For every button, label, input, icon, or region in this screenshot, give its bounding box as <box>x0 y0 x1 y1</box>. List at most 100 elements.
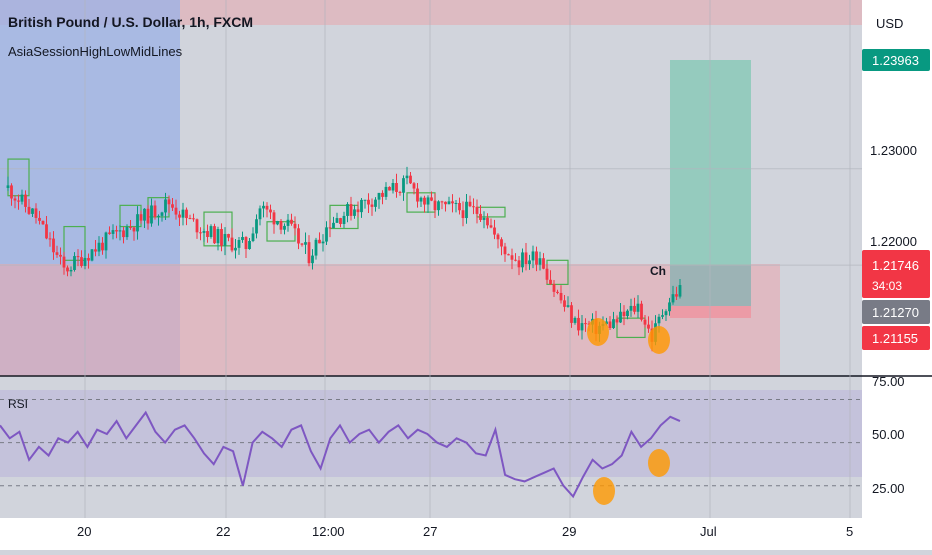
candle-body <box>563 300 566 307</box>
candle-body <box>255 219 258 234</box>
time-label-29: 29 <box>562 524 576 539</box>
candle-body <box>272 212 276 225</box>
candle-body <box>633 305 636 312</box>
price-badge-entry[interactable]: 1.21270 <box>862 300 930 324</box>
candle-body <box>139 214 143 221</box>
candle-body <box>388 186 391 191</box>
candle-body <box>125 226 129 238</box>
candle-body <box>556 291 559 293</box>
candle-body <box>514 259 517 261</box>
candle-body <box>381 192 384 197</box>
candle-body <box>447 201 451 205</box>
candle-body <box>129 226 132 228</box>
candle-body <box>339 218 342 224</box>
candle-body <box>577 317 580 331</box>
candle-body <box>468 201 472 207</box>
candle-body <box>55 252 59 255</box>
candle-body <box>76 256 80 258</box>
candle-body <box>314 239 318 256</box>
price-badge-current[interactable]: 1.21746 34:03 <box>862 250 930 298</box>
candle-body <box>573 317 577 323</box>
candle-body <box>83 257 87 266</box>
candle-body <box>402 178 405 193</box>
candle-body <box>31 208 34 214</box>
candle-body <box>454 202 458 204</box>
candle-body <box>605 321 608 325</box>
candle-body <box>104 232 108 251</box>
signal-marker <box>593 477 615 505</box>
price-badge-stop[interactable]: 1.21155 <box>862 326 930 350</box>
candle-body <box>510 255 514 260</box>
rsi-tick-75: 75.00 <box>872 374 905 389</box>
candle-body <box>146 208 150 224</box>
candle-body <box>241 237 244 241</box>
candle-body <box>580 323 584 331</box>
price-badge-stop-label: 1.21155 <box>872 331 918 346</box>
candle-body <box>10 185 13 199</box>
candle-body <box>269 209 272 213</box>
candle-body <box>328 227 332 229</box>
candle-body <box>258 208 262 220</box>
candle-body <box>675 294 678 297</box>
candle-body <box>174 207 178 215</box>
candle-body <box>167 199 171 205</box>
candle-body <box>94 249 97 252</box>
candle-body <box>615 319 619 323</box>
signal-marker <box>648 449 670 477</box>
candle-body <box>647 324 650 329</box>
candle-body <box>503 246 507 255</box>
candle-body <box>195 219 199 233</box>
candle-body <box>157 215 160 217</box>
time-axis-panel[interactable] <box>0 518 862 550</box>
candle-body <box>132 227 136 232</box>
candle-body <box>657 316 661 324</box>
candle-body <box>318 239 321 244</box>
candle-body <box>220 229 223 246</box>
signal-markers <box>587 318 670 505</box>
candle-body <box>566 305 570 307</box>
candle-body <box>640 303 643 320</box>
candle-body <box>342 215 346 224</box>
candle-body <box>668 302 671 312</box>
candle-body <box>374 199 377 207</box>
candle-body <box>496 234 500 240</box>
candle-body <box>451 201 454 204</box>
candle-body <box>304 242 307 245</box>
candle-body <box>251 233 255 241</box>
candle-body <box>87 257 90 261</box>
candle-body <box>426 197 430 205</box>
candle-body <box>290 219 293 224</box>
candle-body <box>192 218 195 220</box>
rsi-band <box>0 390 862 477</box>
candle-body <box>164 199 167 213</box>
symbol-title[interactable]: British Pound / U.S. Dollar, 1h, FXCM <box>8 14 254 30</box>
candle-body <box>300 243 304 245</box>
price-badge-target[interactable]: 1.23963 <box>862 49 930 71</box>
candle-body <box>671 294 675 303</box>
candle-body <box>661 315 664 317</box>
candle-body <box>213 226 216 244</box>
candle-body <box>349 204 353 216</box>
candle-body <box>13 198 17 201</box>
candle-body <box>335 218 339 223</box>
chart-annotation-label[interactable]: Ch <box>650 264 666 278</box>
candle-body <box>101 242 104 251</box>
candle-body <box>265 205 269 210</box>
candle-body <box>437 201 440 211</box>
candle-body <box>475 206 479 214</box>
indicator-name[interactable]: AsiaSessionHighLowMidLines <box>8 44 183 59</box>
candle-body <box>188 218 192 220</box>
candle-body <box>234 247 237 251</box>
candle-body <box>584 323 587 325</box>
candle-body <box>27 206 31 214</box>
candle-body <box>461 210 465 219</box>
candle-body <box>482 217 486 220</box>
candle-body <box>150 205 153 224</box>
candle-body <box>493 227 496 235</box>
candle-body <box>17 200 20 202</box>
rsi-tick-25: 25.00 <box>872 481 905 496</box>
candle-body <box>430 197 433 201</box>
candle-body <box>297 228 300 244</box>
